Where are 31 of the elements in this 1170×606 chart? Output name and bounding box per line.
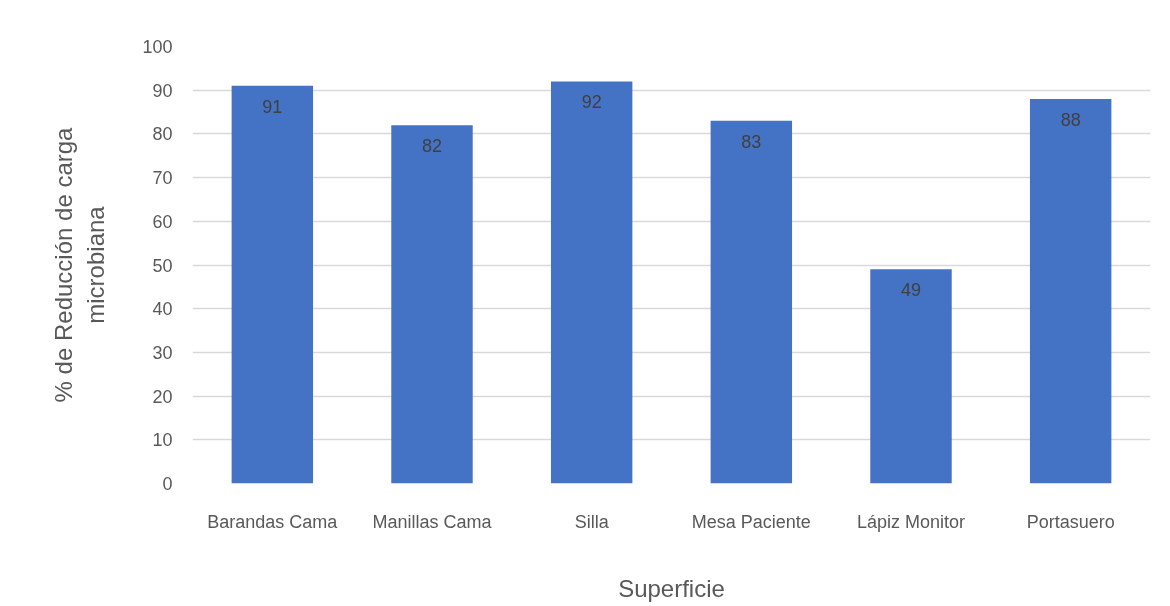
x-axis-title: Superficie <box>618 574 725 602</box>
x-tick-label: Mesa Paciente <box>691 511 811 532</box>
data-label: 49 <box>900 280 922 301</box>
data-label: 82 <box>421 136 443 157</box>
data-label: 91 <box>262 96 283 117</box>
bar <box>870 269 952 484</box>
data-label: 83 <box>741 131 762 152</box>
y-tick-label: 20 <box>152 386 173 407</box>
y-tick-label: 0 <box>162 474 173 494</box>
bar <box>231 85 314 484</box>
y-tick-label: 60 <box>152 211 173 232</box>
y-tick-label: 90 <box>152 80 173 101</box>
bar <box>1029 98 1112 484</box>
x-tick-label: Manillas Cama <box>372 511 493 532</box>
data-label: 88 <box>1060 109 1081 130</box>
x-tick-label: Portasuero <box>1026 511 1115 532</box>
x-tick-label: Lápiz Monitor <box>856 511 966 532</box>
bar <box>710 120 793 484</box>
y-tick-label: 70 <box>152 168 173 189</box>
x-tick-label: Barandas Cama <box>207 511 339 532</box>
y-tick-label: 80 <box>152 124 173 145</box>
y-tick-label: 30 <box>152 342 173 363</box>
y-axis-title: % de Reducción de carga microbiana <box>50 126 110 403</box>
data-label: 92 <box>581 92 602 113</box>
y-tick-label: 40 <box>152 299 173 320</box>
bar <box>391 125 473 484</box>
x-tick-label: Silla <box>574 511 610 532</box>
y-tick-label: 100 <box>142 37 173 57</box>
y-tick-label: 50 <box>152 255 173 276</box>
y-tick-label: 10 <box>152 430 173 451</box>
bar <box>550 81 633 484</box>
